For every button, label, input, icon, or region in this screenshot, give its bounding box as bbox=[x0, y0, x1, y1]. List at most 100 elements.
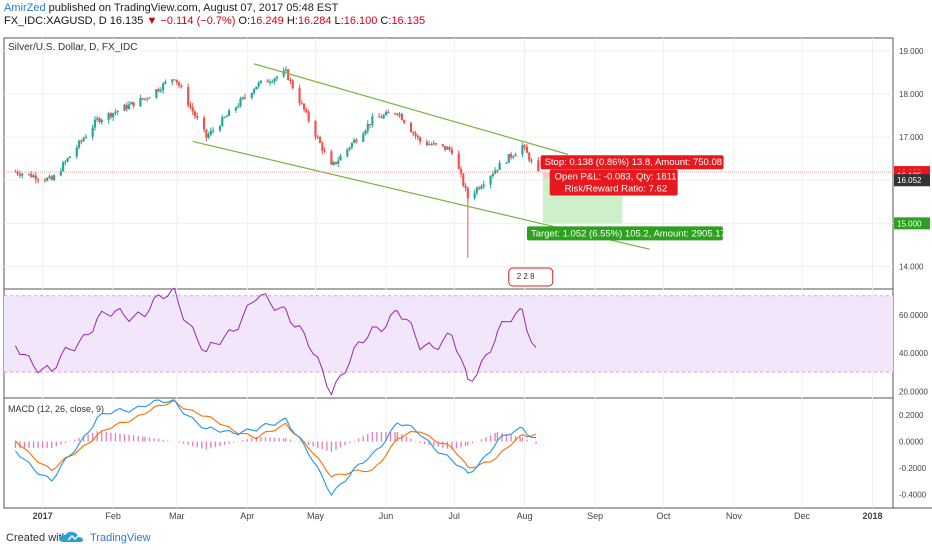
candle-body bbox=[205, 129, 208, 138]
candle-body bbox=[530, 160, 533, 162]
candle-body bbox=[32, 175, 35, 178]
x-tick-label: Feb bbox=[105, 511, 121, 521]
y-tick-label: 19.000 bbox=[899, 47, 924, 56]
candle-body bbox=[537, 160, 540, 172]
candle-body bbox=[68, 156, 72, 159]
candle-body bbox=[271, 81, 274, 83]
candle-body bbox=[409, 122, 413, 133]
x-tick-label: 2017 bbox=[33, 511, 53, 521]
symbol: FX_IDC:XAGUSD, D bbox=[4, 15, 107, 27]
candle-body bbox=[412, 132, 415, 134]
candle-body bbox=[148, 97, 151, 99]
macd-tick-label: -0.2000 bbox=[899, 464, 927, 473]
candle-body bbox=[275, 76, 278, 79]
candle-body bbox=[284, 69, 288, 71]
candle-body bbox=[425, 141, 429, 145]
candle-body bbox=[132, 102, 135, 107]
candle-body bbox=[528, 152, 531, 161]
candle-body bbox=[100, 119, 103, 123]
candle-body bbox=[164, 81, 167, 84]
candle-body bbox=[403, 120, 406, 123]
publish-text: published on TradingView.com, August 07,… bbox=[45, 2, 339, 14]
candle-body bbox=[507, 154, 510, 163]
candle-body bbox=[239, 99, 242, 107]
candle-body bbox=[225, 115, 228, 118]
candle-body bbox=[337, 160, 340, 164]
candle-body bbox=[223, 117, 226, 119]
candle-body bbox=[98, 118, 101, 123]
candle-body bbox=[323, 150, 326, 152]
candle-body bbox=[303, 103, 306, 110]
candle-body bbox=[489, 176, 492, 185]
target-label: Target: 1.052 (6.55%) 105.2, Amount: 290… bbox=[531, 228, 726, 239]
candle-body bbox=[416, 135, 419, 138]
candle-body bbox=[371, 116, 374, 125]
macd-title: MACD (12, 26, close, 9) bbox=[8, 404, 104, 414]
candle-body bbox=[96, 118, 99, 120]
candle-body bbox=[432, 143, 435, 145]
candle-body bbox=[155, 89, 158, 98]
candle-body bbox=[512, 156, 515, 158]
candle-body bbox=[362, 133, 365, 142]
candle-body bbox=[300, 103, 303, 105]
candle-body bbox=[180, 85, 183, 87]
chart-frame bbox=[3, 37, 894, 509]
x-tick-label: Nov bbox=[726, 511, 743, 521]
author-link[interactable]: AmirZed bbox=[4, 2, 46, 14]
candle-body bbox=[16, 171, 19, 174]
candle-body bbox=[364, 130, 367, 134]
candle-body bbox=[505, 162, 508, 164]
macd-signal-line bbox=[14, 399, 537, 478]
candle-body bbox=[159, 90, 162, 92]
candle-body bbox=[482, 184, 485, 187]
candle-body bbox=[48, 176, 51, 178]
candle-body bbox=[187, 86, 190, 106]
candle-body bbox=[314, 121, 317, 137]
candle-body bbox=[521, 145, 524, 155]
y-tick-label: 14.000 bbox=[899, 262, 924, 271]
candle-body bbox=[146, 98, 149, 100]
x-tick-label: 2018 bbox=[863, 511, 883, 521]
candle-body bbox=[525, 146, 529, 153]
candle-body bbox=[496, 169, 499, 171]
candle-body bbox=[282, 70, 285, 77]
candle-body bbox=[298, 88, 301, 104]
candle-body bbox=[268, 82, 272, 84]
rsi-tick-label: 20.0000 bbox=[899, 387, 928, 396]
candle-body bbox=[193, 111, 197, 117]
price-label-box bbox=[894, 217, 930, 230]
tradingview-cloud-icon bbox=[59, 531, 83, 542]
candle-body bbox=[334, 161, 338, 164]
candle-body bbox=[378, 116, 381, 118]
symbol-info: FX_IDC:XAGUSD, D 16.135 ▼ −0.114 (−0.7%)… bbox=[4, 15, 426, 27]
candles bbox=[14, 66, 540, 202]
candle-body bbox=[127, 104, 131, 109]
candle-body bbox=[430, 144, 433, 146]
candle-body bbox=[368, 123, 372, 125]
tradingview-brand[interactable]: TradingView bbox=[90, 532, 151, 544]
candle-body bbox=[450, 149, 454, 154]
chart-area[interactable]: 2017 Feb Mar Apr May Jun Jul Aug Sep Oct Nov Dec 201… bbox=[0, 0, 932, 525]
candle-body bbox=[75, 147, 78, 157]
candle-body bbox=[91, 127, 94, 137]
candle-body bbox=[46, 177, 49, 181]
candle-body bbox=[355, 139, 358, 142]
candle-body bbox=[189, 105, 192, 107]
publish-info: AmirZed published on TradingView.com, Au… bbox=[4, 2, 338, 14]
candle-body bbox=[466, 187, 469, 199]
candle-body bbox=[125, 104, 128, 109]
open-value: 16.249 bbox=[250, 15, 284, 27]
candle-body bbox=[227, 110, 231, 116]
candle-body bbox=[250, 92, 253, 98]
candle-body bbox=[462, 173, 465, 186]
candle-body bbox=[307, 111, 310, 122]
candle-body bbox=[353, 139, 356, 144]
y-tick-label: 17.000 bbox=[899, 133, 924, 142]
candle-body bbox=[259, 80, 263, 83]
candle-body bbox=[141, 98, 144, 100]
candle-body bbox=[175, 79, 178, 83]
candle-body bbox=[473, 192, 476, 199]
price-label: 16.052 bbox=[897, 176, 922, 185]
candle-body bbox=[382, 115, 385, 119]
candle-body bbox=[171, 79, 174, 82]
